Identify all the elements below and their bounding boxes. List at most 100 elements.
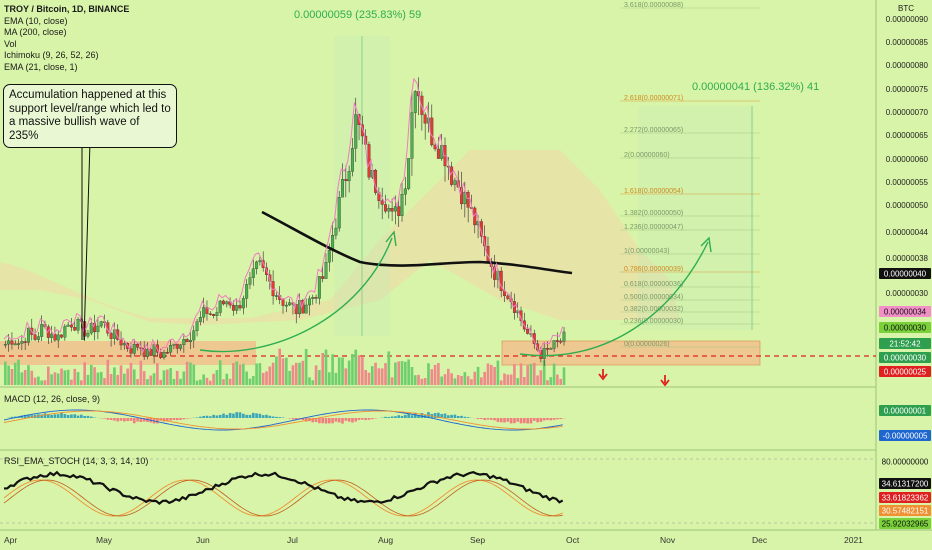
x-tick-label: Apr <box>4 535 17 545</box>
y-tick-label: 0.00000044 <box>886 228 929 237</box>
y-tick-label: 0.00000070 <box>886 108 929 117</box>
curve-arrow-2-head <box>700 236 712 253</box>
indicator-ema21[interactable]: EMA (21, close, 1) <box>4 61 78 72</box>
candle <box>506 295 510 299</box>
volume-bar <box>96 372 100 385</box>
candle <box>324 261 328 279</box>
macd-bar <box>519 418 523 424</box>
macd-label: MACD (12, 26, close, 9) <box>4 394 101 404</box>
annotation-callout[interactable]: Accumulation happened at this support le… <box>3 84 177 148</box>
volume-bar <box>89 364 93 385</box>
candle <box>198 317 202 322</box>
volume-bar <box>324 349 328 385</box>
indicator-ichimoku[interactable]: Ichimoku (9, 26, 52, 26) <box>4 50 99 60</box>
volume-bar <box>70 379 73 385</box>
macd-bar <box>331 418 334 424</box>
macd-bar <box>516 418 520 422</box>
volume-bar <box>347 360 351 385</box>
macd-bar <box>354 418 358 422</box>
volume-bar <box>149 375 153 385</box>
macd-bar <box>235 412 239 418</box>
volume-bar <box>288 370 291 385</box>
macd-bar <box>195 417 199 418</box>
volume-bar <box>192 364 196 385</box>
volume-bar <box>4 361 7 385</box>
volume-bar <box>142 371 146 385</box>
price-tag <box>879 306 931 317</box>
x-tick-label: 2021 <box>844 535 863 545</box>
x-tick-label: Dec <box>752 535 768 545</box>
candle <box>66 324 70 327</box>
volume-bar <box>103 378 106 385</box>
macd-bar <box>245 414 248 418</box>
macd-bar <box>185 418 189 419</box>
volume-bar <box>37 376 40 385</box>
price-tag-label: 0.00000025 <box>884 368 927 377</box>
volume-bar <box>119 365 123 385</box>
candle <box>13 343 17 346</box>
fib-level-label: 2(0.00000060) <box>624 152 670 159</box>
volume-bar <box>53 372 57 385</box>
macd-bar <box>493 418 496 421</box>
y-tick-label: 0.00000055 <box>886 178 929 187</box>
volume-bar <box>23 369 27 385</box>
indicator-ema10[interactable]: EMA (10, close) <box>4 15 68 26</box>
volume-bar <box>466 376 470 385</box>
fib-level-label: 0(0.00000026) <box>624 341 670 348</box>
candle <box>26 327 30 343</box>
candle <box>387 208 391 212</box>
volume-bar <box>344 368 348 385</box>
macd-bar <box>294 418 298 420</box>
macd-bar <box>440 414 444 418</box>
volume-bar <box>489 364 493 385</box>
volume-bar <box>384 363 387 385</box>
volume-bar <box>159 379 163 385</box>
fib-level-label: 0.500(0.00000034) <box>624 294 683 301</box>
candle <box>23 341 27 343</box>
candle <box>235 305 239 311</box>
macd-bar <box>450 414 453 418</box>
candle <box>245 284 249 299</box>
volume-bar <box>556 374 559 385</box>
macd-bar <box>483 418 486 421</box>
macd-bar <box>116 418 120 422</box>
macd-bar <box>70 414 73 418</box>
macd-bar <box>132 418 136 424</box>
volume-bar <box>546 380 549 385</box>
candle <box>466 192 470 208</box>
macd-bar <box>456 416 460 418</box>
candle <box>215 312 219 316</box>
price-tag <box>879 268 931 279</box>
price-tag-label: 0.00000040 <box>884 270 927 279</box>
candle <box>304 304 308 314</box>
volume-bar <box>301 360 305 385</box>
volume-bar <box>116 374 120 385</box>
macd-bar <box>499 418 503 423</box>
volume-bar <box>40 380 44 385</box>
candle <box>146 349 149 357</box>
volume-bar <box>351 354 354 385</box>
indicator-vol[interactable]: Vol <box>4 38 17 49</box>
candle <box>56 334 60 341</box>
macd-bar <box>73 414 77 418</box>
volume-bar <box>542 360 546 385</box>
macd-bar <box>109 418 113 421</box>
volume-bar <box>513 364 516 385</box>
volume-bar <box>516 378 520 385</box>
volume-bar <box>476 366 480 385</box>
macd-bar <box>347 418 351 422</box>
volume-bar <box>136 379 139 385</box>
candle <box>241 298 245 309</box>
macd-bar <box>536 418 539 423</box>
x-tick-label: Oct <box>566 535 580 545</box>
macd-bar <box>463 416 467 418</box>
macd-bar <box>63 414 67 418</box>
indicator-ma200[interactable]: MA (200, close) <box>4 27 67 37</box>
candle <box>562 331 566 342</box>
volume-bar <box>152 373 156 385</box>
volume-bar <box>417 374 420 385</box>
macd-bar <box>556 418 559 420</box>
candle <box>132 344 136 354</box>
volume-bar <box>410 366 414 385</box>
